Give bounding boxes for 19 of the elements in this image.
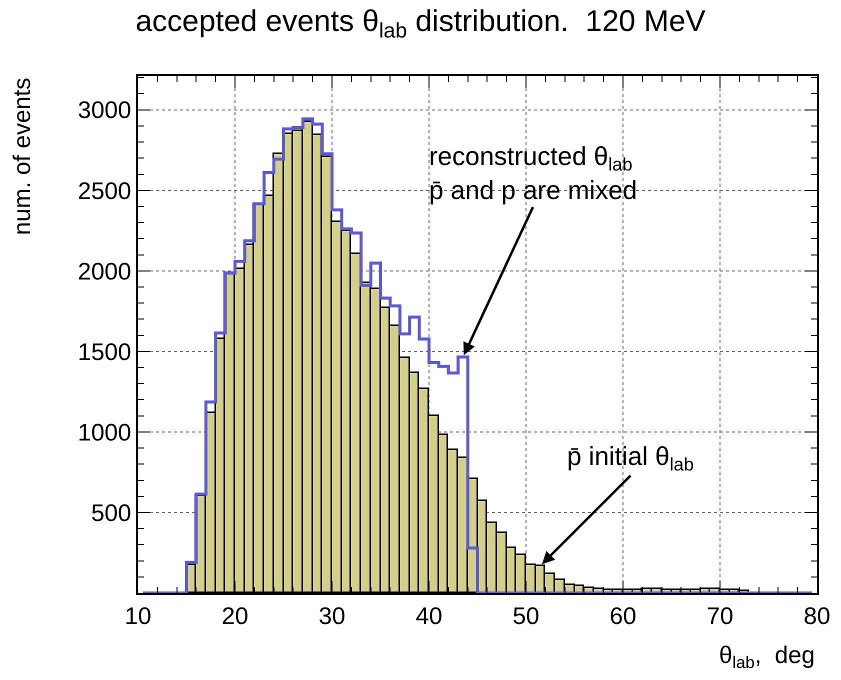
x-tick-label: 40 bbox=[416, 602, 442, 630]
y-tick-label: 3000 bbox=[78, 97, 132, 124]
annotation: p̄ initial θ$_{lab}$ bbox=[567, 441, 694, 474]
x-tick-label: 20 bbox=[222, 602, 248, 630]
x-tick-label: 50 bbox=[512, 602, 540, 630]
x-tick-label: 70 bbox=[706, 602, 734, 630]
y-tick-label: 2500 bbox=[78, 178, 132, 205]
chart-title: accepted events θ$_{lab}$ distribution. 120 MeV bbox=[135, 5, 706, 42]
y-tick-label: 2000 bbox=[78, 258, 132, 286]
x-axis-title: θ$_{lab}$, deg bbox=[719, 642, 815, 672]
y-tick-label: 1000 bbox=[78, 419, 132, 446]
y-axis-title: num. of events bbox=[9, 78, 36, 236]
annotation: reconstructed θ$_{lab}$ p̄ and p are mixed bbox=[429, 141, 638, 205]
y-tick-label: 1500 bbox=[78, 338, 132, 366]
y-tick-label: 500 bbox=[91, 500, 132, 527]
x-tick-label: 80 bbox=[804, 602, 830, 630]
x-tick-label: 60 bbox=[610, 602, 636, 630]
x-tick-label: 30 bbox=[318, 602, 346, 630]
x-tick-label: 10 bbox=[124, 602, 152, 630]
